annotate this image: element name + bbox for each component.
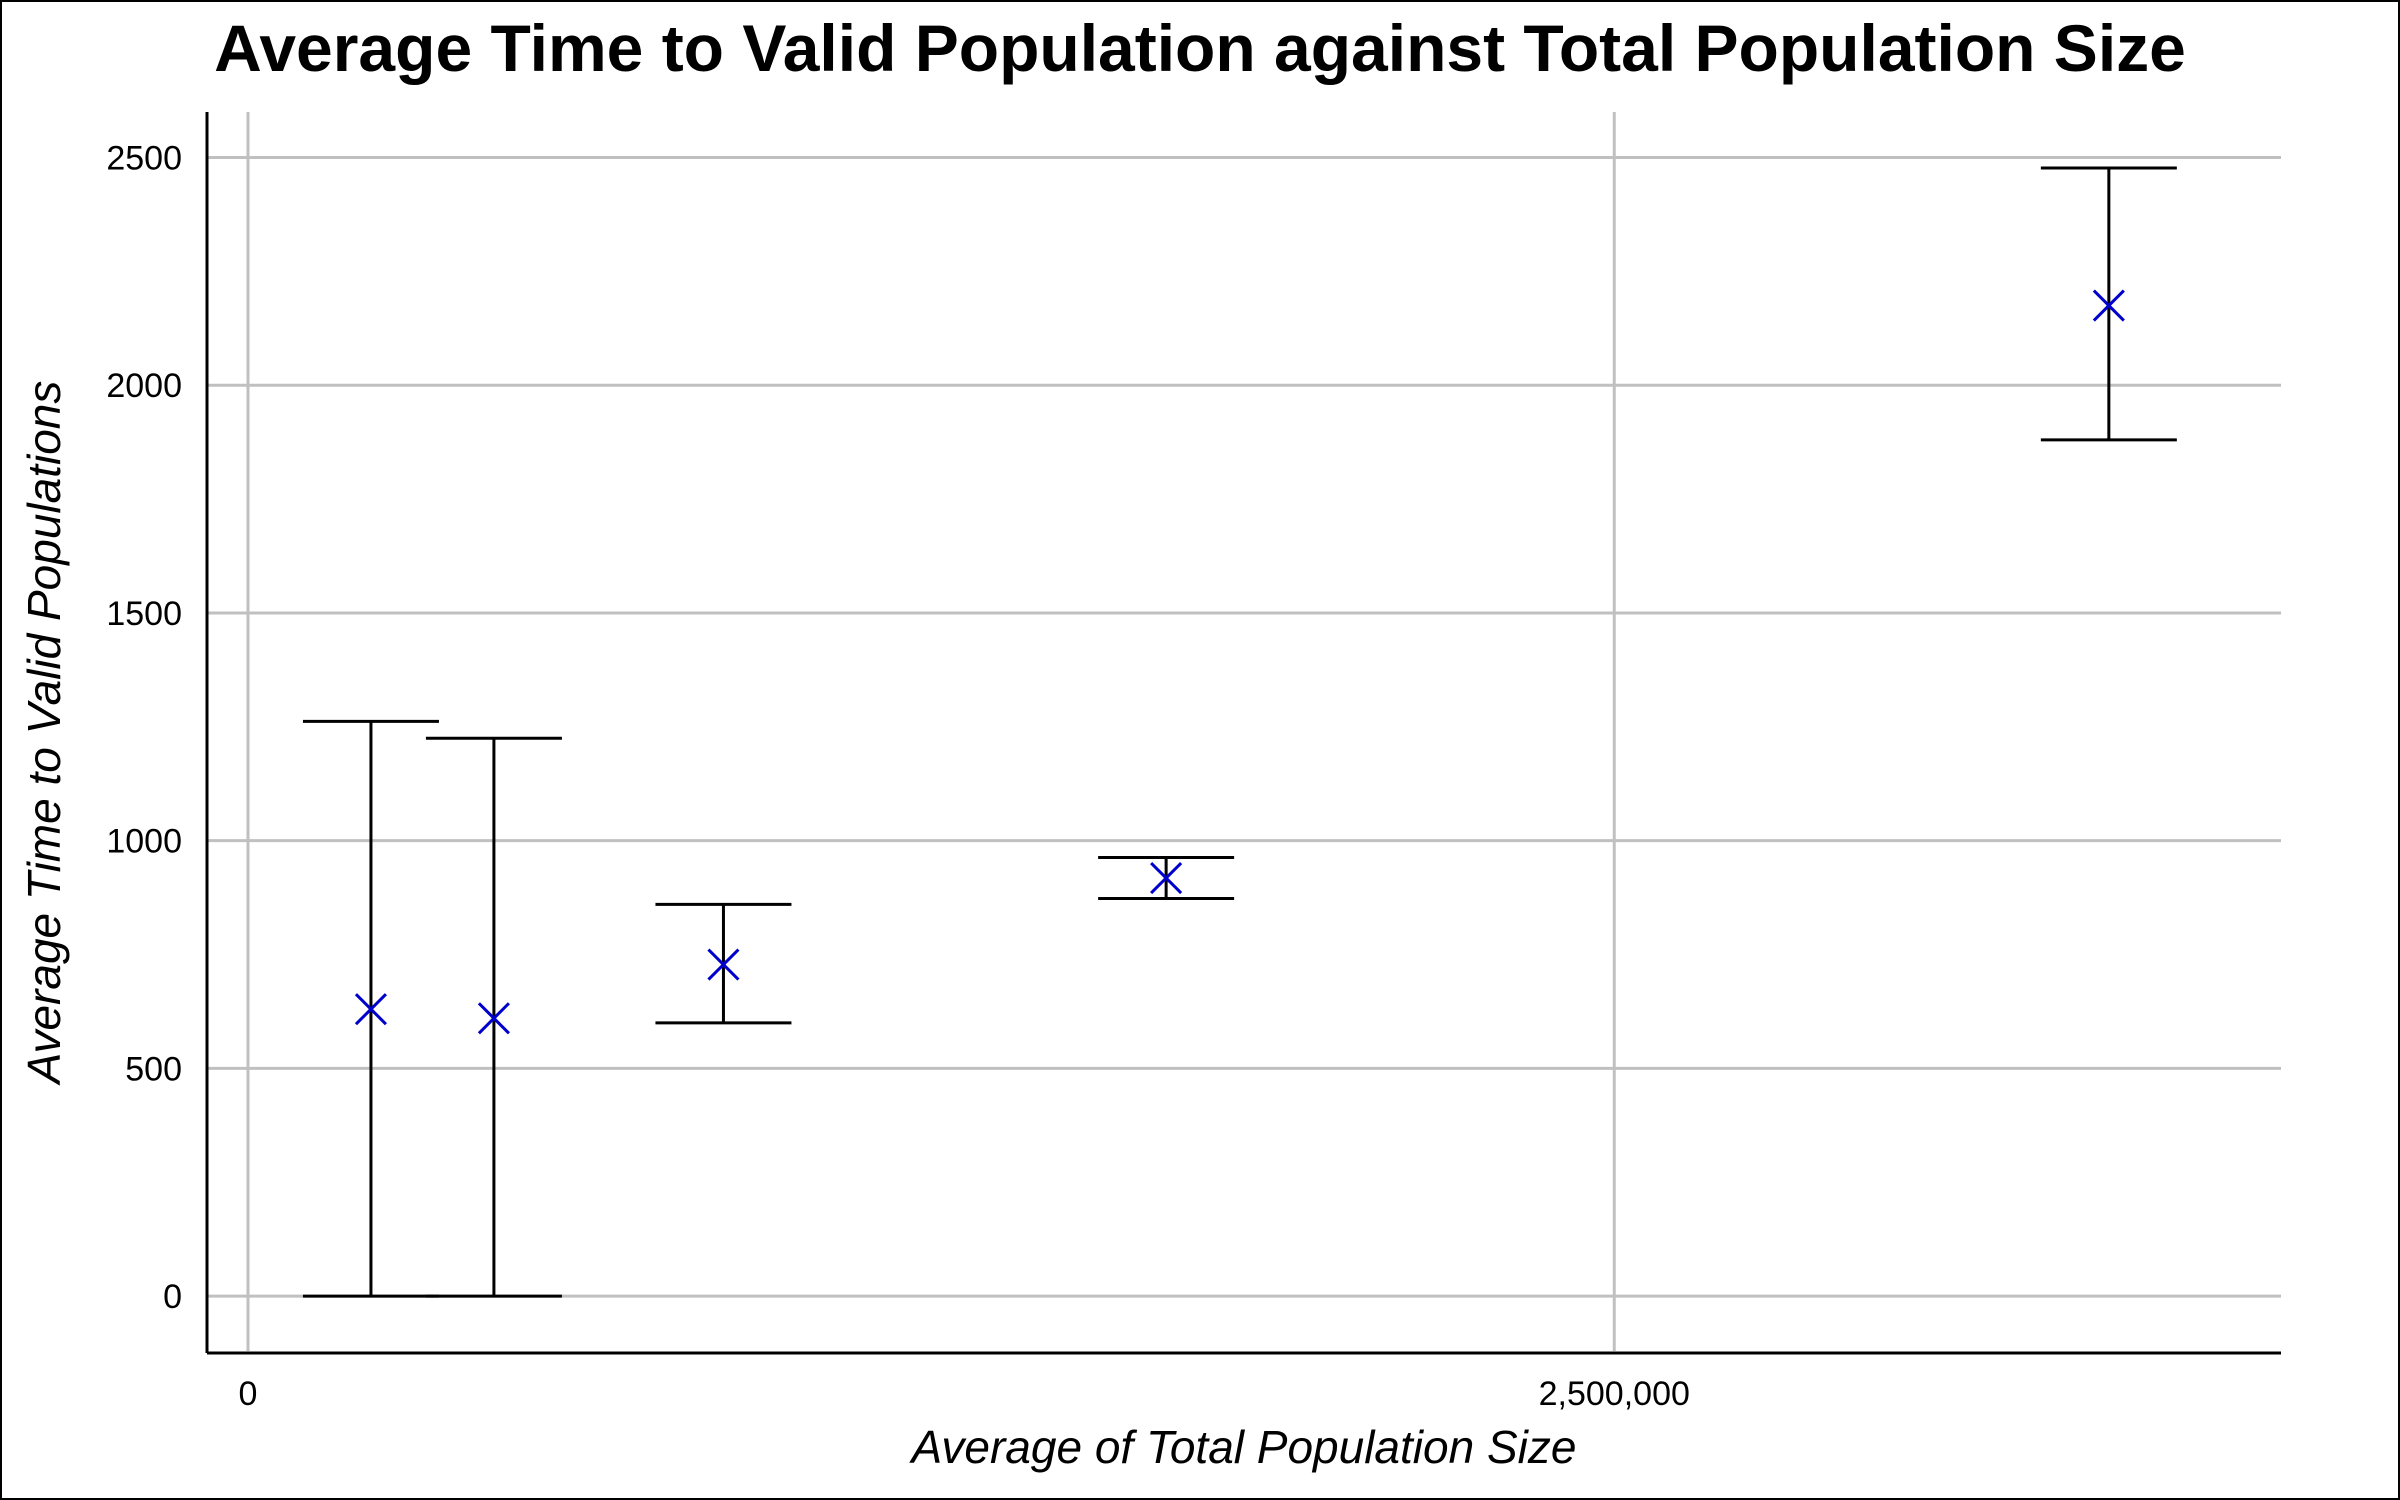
- x-tick-label: 2,500,000: [1539, 1375, 1690, 1413]
- y-tick-label: 1000: [106, 823, 182, 861]
- data-point-marker: [477, 1002, 510, 1035]
- y-tick-label: 500: [125, 1050, 182, 1088]
- y-tick-label: 1500: [106, 595, 182, 633]
- tick-labels: 0 500 1000 1500 2000 2500 0 2,500,000: [106, 140, 1690, 1413]
- y-axis-title: Average Time to Valid Populations: [18, 381, 70, 1087]
- marker-stroke: [707, 948, 740, 981]
- data-point-marker: [707, 948, 740, 981]
- x-tick-label: 0: [239, 1375, 258, 1413]
- data-point-marker: [2092, 289, 2125, 322]
- x-axis-title: Average of Total Population Size: [909, 1421, 1577, 1473]
- data-markers: [354, 289, 2125, 1035]
- marker-stroke: [354, 993, 388, 1026]
- grid-lines: [207, 112, 2281, 1351]
- y-tick-label: 0: [163, 1278, 182, 1316]
- data-point-marker: [354, 993, 388, 1026]
- y-tick-label: 2000: [106, 367, 182, 405]
- error-bars: [302, 166, 2177, 1298]
- axes: [205, 112, 2281, 1355]
- y-tick-label: 2500: [106, 140, 182, 178]
- data-point-marker: [1150, 861, 1183, 895]
- chart-title: Average Time to Valid Population against…: [214, 11, 2186, 85]
- marker-stroke: [477, 1002, 510, 1035]
- marker-stroke: [1150, 861, 1183, 895]
- marker-stroke: [2092, 289, 2125, 322]
